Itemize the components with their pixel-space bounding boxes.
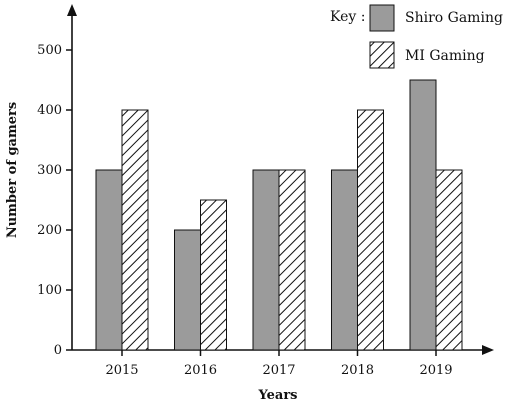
legend-title: Key : (330, 9, 365, 25)
legend-swatch-shiro-gaming (369, 4, 395, 32)
y-tick-label: 0 (54, 343, 62, 358)
x-tick-label: 2015 (105, 363, 138, 378)
bar-shiro-gaming-2017 (252, 169, 280, 351)
bars (95, 79, 463, 351)
y-ticks: 0 100 200 300 400 500 (37, 43, 72, 358)
x-tick-label: 2019 (419, 363, 452, 378)
y-axis-arrow-icon (67, 4, 77, 16)
bar-mi-gaming-2019 (435, 169, 463, 351)
bar-mi-gaming-2018 (357, 109, 384, 351)
y-axis-title: Number of gamers (5, 102, 20, 238)
legend-label-shiro-gaming: Shiro Gaming (405, 10, 503, 26)
y-tick-label: 400 (37, 103, 62, 118)
x-axis-title: Years (257, 388, 297, 403)
bar-shiro-gaming-2018 (331, 169, 358, 351)
bar-mi-gaming-2017 (278, 169, 306, 351)
bar-shiro-gaming-2015 (95, 169, 123, 351)
y-tick-label: 200 (37, 223, 62, 238)
legend-swatch-mi-gaming (369, 41, 395, 69)
legend: Key : Shiro Gaming MI Gaming (330, 4, 503, 69)
x-tick-label: 2018 (341, 363, 374, 378)
bar-mi-gaming-2015 (121, 109, 149, 351)
y-tick-label: 300 (37, 163, 62, 178)
x-ticks: 2015 2016 2017 2018 2019 (105, 350, 453, 378)
x-tick-label: 2016 (184, 363, 217, 378)
legend-label-mi-gaming: MI Gaming (405, 48, 485, 64)
bar-shiro-gaming-2019 (409, 79, 437, 351)
x-axis-arrow-icon (482, 345, 494, 355)
y-tick-label: 500 (37, 43, 62, 58)
bar-mi-gaming-2016 (200, 199, 227, 351)
bar-shiro-gaming-2016 (174, 229, 201, 351)
x-tick-label: 2017 (262, 363, 295, 378)
y-tick-label: 100 (37, 283, 62, 298)
